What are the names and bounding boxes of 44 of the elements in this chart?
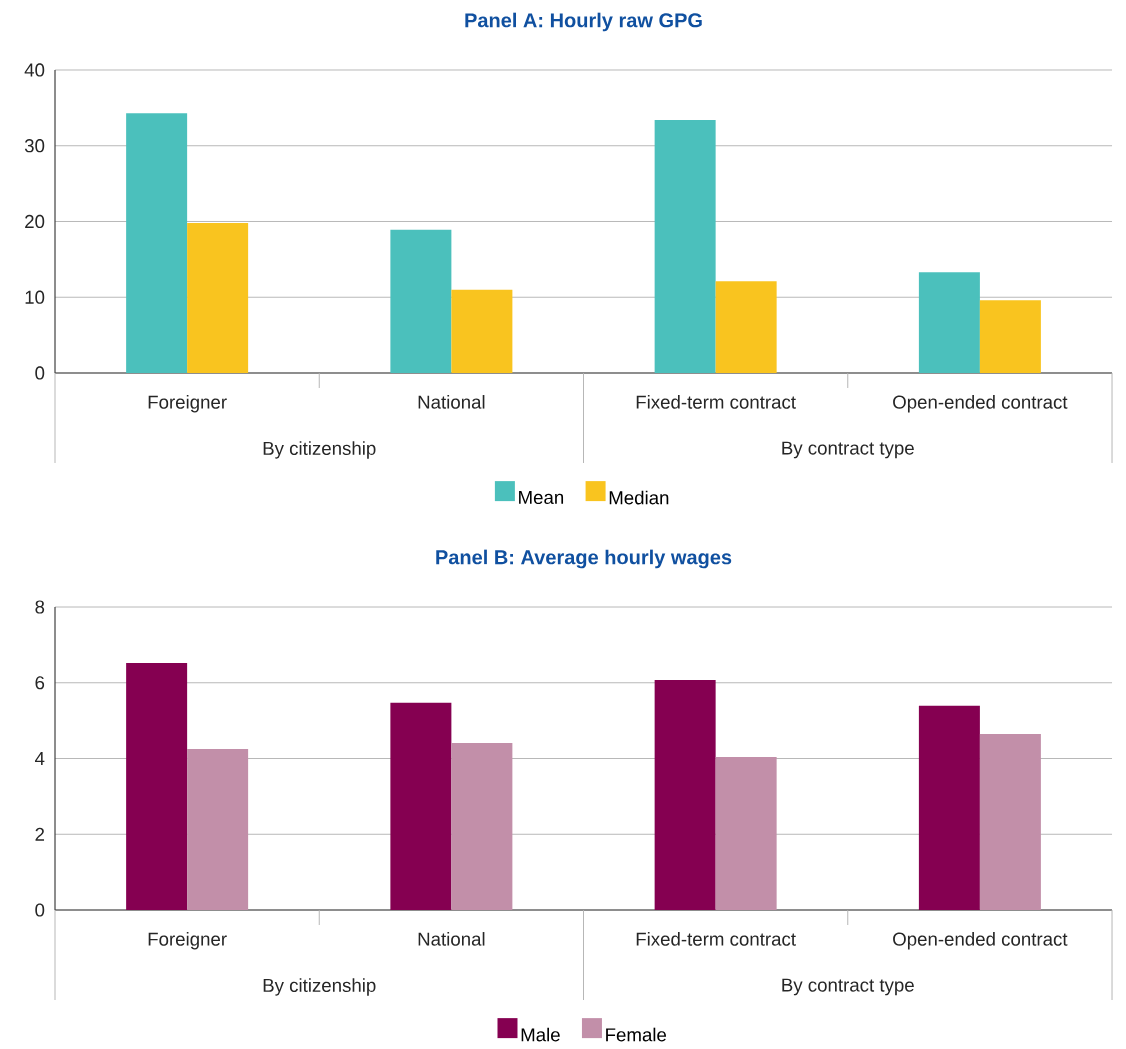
bar [654,120,716,374]
x-tick-label: Foreigner [148,932,227,950]
x-tick-label: National [418,932,485,946]
chart-title: Panel A: Hourly raw GPG [465,12,702,32]
x-tick-label: Fixed-term contract [636,932,796,946]
x-tick-label: Foreigner [148,395,227,413]
x-tick-label: Open-ended contract [893,395,1068,413]
bar [715,281,777,374]
bar [918,706,980,911]
y-tick-label: 0 [35,366,45,380]
y-tick-label: 20 [25,215,45,229]
bar [126,663,188,911]
bar [390,230,452,374]
bar [187,223,249,374]
x-tick-label: National [418,395,485,409]
y-tick-label: 8 [35,600,45,614]
text: By contract type [782,441,914,459]
bar [654,680,716,911]
legend-label: Median [609,490,669,505]
y-tick-label: 6 [35,676,45,690]
bar [451,289,513,374]
text: By citizenship [263,978,376,996]
y-tick-label: 40 [24,63,45,77]
text: By contract type [782,978,914,996]
legend-label: Mean [519,491,564,505]
bar [187,749,249,911]
bar [715,757,777,911]
bar [918,272,980,374]
y-tick-label: 0 [35,903,45,917]
y-tick-label: 30 [24,139,45,153]
bar [390,703,452,911]
bar [979,734,1041,911]
bar [451,743,513,911]
x-tick-label: Fixed-term contract [636,395,796,409]
x-tick-label: Open-ended contract [893,932,1068,950]
legend-label: Female [606,1027,667,1042]
text: By citizenship [263,441,376,459]
bar [126,113,188,374]
bar [979,300,1041,374]
legend-label: Male [521,1027,560,1042]
y-tick-label: 10 [25,290,45,305]
chart-title: Panel B: Average hourly wages [436,549,732,569]
y-tick-label: 4 [34,752,45,766]
y-tick-label: 2 [35,827,45,841]
